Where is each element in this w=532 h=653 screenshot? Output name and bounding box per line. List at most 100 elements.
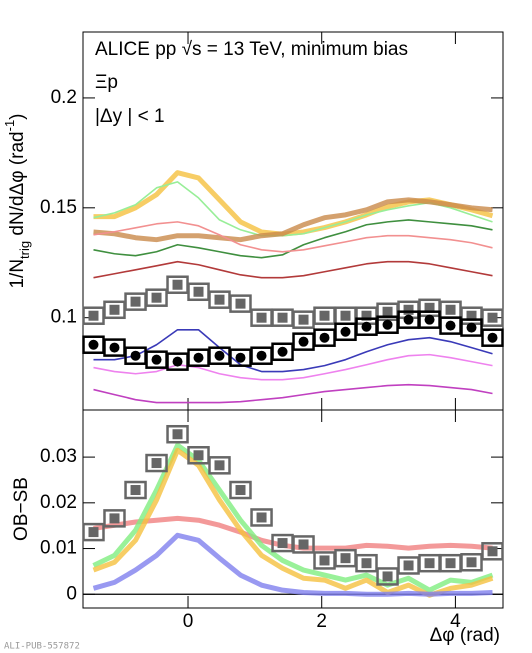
data-point <box>298 314 309 325</box>
data-point <box>151 354 162 365</box>
error-box <box>103 509 126 528</box>
error-box <box>166 424 189 444</box>
error-box <box>271 342 294 362</box>
x-axis-label: Δφ (rad) <box>430 625 500 646</box>
data-point <box>403 314 414 325</box>
x-tick-label: 2 <box>316 611 327 632</box>
data-point <box>130 350 141 361</box>
data-point <box>214 294 225 305</box>
data-point <box>256 512 267 523</box>
data-point <box>340 310 351 321</box>
data-point <box>214 350 225 361</box>
error-box <box>481 328 504 347</box>
annotation: ALICE pp √s = 13 TeV, minimum bias <box>95 39 408 60</box>
data-point <box>319 332 330 343</box>
data-point <box>193 450 204 461</box>
data-point <box>235 485 246 496</box>
y-axis-label: OB−SB <box>11 477 32 541</box>
error-box <box>145 288 168 307</box>
y-tick-label: 0.02 <box>40 492 77 513</box>
data-point <box>361 310 372 321</box>
series-line <box>92 532 493 597</box>
data-point <box>361 558 372 569</box>
y-axis-label-part: ) <box>7 113 28 119</box>
error-box <box>481 542 504 561</box>
data-point <box>487 332 498 343</box>
data-point <box>151 292 162 303</box>
data-point <box>151 458 162 469</box>
x-tick-label: 4 <box>450 611 461 632</box>
y-axis-label-part: OB−SB <box>11 477 32 541</box>
error-box <box>481 308 504 327</box>
data-point <box>424 558 435 569</box>
error-box <box>124 480 147 500</box>
data-point <box>403 560 414 571</box>
data-point <box>445 320 456 331</box>
data-point <box>277 346 288 357</box>
error-box <box>208 456 231 475</box>
series-line <box>93 260 493 279</box>
series-line <box>93 221 493 253</box>
data-point <box>424 302 435 313</box>
data-point <box>256 350 267 361</box>
watermark: ALI-PUB-557872 <box>4 642 80 652</box>
data-point <box>424 314 435 325</box>
data-point <box>214 460 225 471</box>
series-line <box>93 197 493 243</box>
data-point <box>382 306 393 317</box>
data-point <box>277 538 288 549</box>
error-box <box>250 508 273 527</box>
series-line <box>93 328 493 373</box>
data-point <box>193 286 204 297</box>
series-line <box>93 219 493 259</box>
y-tick-label: 0.01 <box>40 538 77 559</box>
series-line <box>92 442 494 593</box>
data-point <box>172 429 183 440</box>
data-point <box>382 319 393 330</box>
data-point <box>466 310 477 321</box>
data-point <box>235 298 246 309</box>
data-point <box>382 571 393 582</box>
data-point <box>445 558 456 569</box>
data-point <box>319 310 330 321</box>
data-point <box>88 310 99 321</box>
error-box <box>460 553 483 572</box>
data-point <box>298 539 309 550</box>
error-box <box>229 294 252 313</box>
data-point <box>109 513 120 524</box>
y-axis-label-part: dN/dΔφ (rad <box>7 131 28 241</box>
data-point <box>172 356 183 367</box>
data-point <box>130 485 141 496</box>
data-point <box>466 557 477 568</box>
data-point <box>466 322 477 333</box>
y-tick-label: 0.1 <box>51 307 77 328</box>
error-box <box>292 535 315 554</box>
error-box <box>187 446 210 465</box>
y-axis-label-part: trig <box>17 241 32 259</box>
data-point <box>235 352 246 363</box>
error-box <box>82 522 105 542</box>
data-point <box>256 312 267 323</box>
data-point <box>319 555 330 566</box>
data-point <box>193 352 204 363</box>
data-point <box>277 312 288 323</box>
error-box <box>145 453 168 473</box>
data-point <box>130 296 141 307</box>
y-tick-label: 0.03 <box>40 446 77 467</box>
data-point <box>487 546 498 557</box>
y-axis-label: 1/Ntrig dN/dΔφ (rad-1) <box>2 113 32 288</box>
error-box <box>355 553 378 573</box>
data-point <box>340 553 351 564</box>
y-axis-label-part: 1/N <box>7 259 28 289</box>
data-point <box>109 304 120 315</box>
data-point <box>88 527 99 538</box>
data-point <box>445 304 456 315</box>
series-line <box>93 383 493 404</box>
y-tick-label: 0.2 <box>51 87 77 108</box>
error-box <box>376 567 399 586</box>
data-point <box>487 312 498 323</box>
data-point <box>361 321 372 332</box>
error-box <box>460 318 483 337</box>
x-tick-label: 0 <box>183 611 194 632</box>
